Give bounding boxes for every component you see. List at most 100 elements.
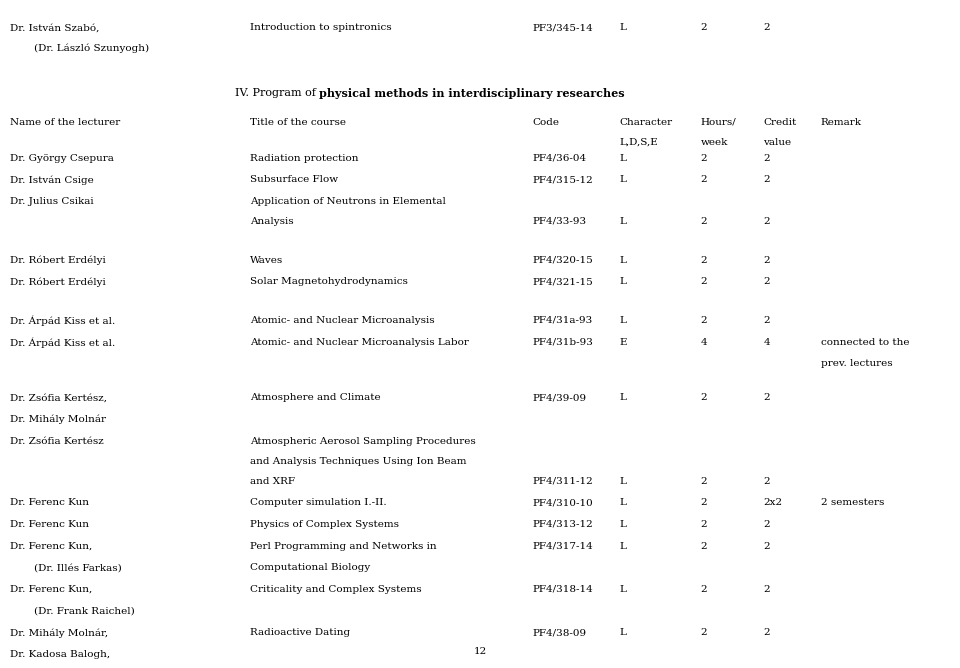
Text: Dr. István Szabó,: Dr. István Szabó, [10,23,99,32]
Text: 2: 2 [701,217,708,226]
Text: 2x2: 2x2 [763,498,782,507]
Text: Subsurface Flow: Subsurface Flow [250,175,338,184]
Text: Dr. Róbert Erdélyi: Dr. Róbert Erdélyi [10,256,106,265]
Text: PF4/39-09: PF4/39-09 [533,393,587,402]
Text: L: L [619,217,626,226]
Text: Hours/: Hours/ [701,118,736,126]
Text: E: E [619,337,627,347]
Text: 2: 2 [701,585,708,594]
Text: L: L [619,175,626,184]
Text: Computer simulation I.-II.: Computer simulation I.-II. [250,498,386,507]
Text: 12: 12 [473,647,487,656]
Text: week: week [701,138,729,146]
Text: 2: 2 [763,542,770,550]
Text: Perl Programming and Networks in: Perl Programming and Networks in [250,542,436,550]
Text: value: value [763,138,791,146]
Text: IV. Program of: IV. Program of [235,88,320,98]
Text: Solar Magnetohydrodynamics: Solar Magnetohydrodynamics [250,277,407,287]
Text: (Dr. László Szunyogh): (Dr. László Szunyogh) [34,43,149,53]
Text: (Dr. Frank Raichel): (Dr. Frank Raichel) [34,607,134,615]
Text: L,D,S,E: L,D,S,E [619,138,658,146]
Text: prev. lectures: prev. lectures [821,359,893,368]
Text: 2: 2 [701,628,708,637]
Text: Waves: Waves [250,256,283,265]
Text: 2: 2 [763,477,770,486]
Text: 2: 2 [701,498,708,507]
Text: 2: 2 [763,520,770,529]
Text: L: L [619,256,626,265]
Text: 4: 4 [701,337,708,347]
Text: Dr. Mihály Molnár: Dr. Mihály Molnár [10,415,106,424]
Text: Dr. Árpád Kiss et al.: Dr. Árpád Kiss et al. [10,316,115,327]
Text: Atmosphere and Climate: Atmosphere and Climate [250,393,380,402]
Text: Atomic- and Nuclear Microanalysis Labor: Atomic- and Nuclear Microanalysis Labor [250,337,468,347]
Text: Dr. Zsófia Kertész,: Dr. Zsófia Kertész, [10,393,107,402]
Text: Title of the course: Title of the course [250,118,346,126]
Text: Computational Biology: Computational Biology [250,563,370,572]
Text: 2: 2 [763,628,770,637]
Text: L: L [619,393,626,402]
Text: 2: 2 [763,277,770,287]
Text: Code: Code [533,118,560,126]
Text: Character: Character [619,118,672,126]
Text: connected to the: connected to the [821,337,909,347]
Text: Dr. Ferenc Kun,: Dr. Ferenc Kun, [10,542,92,550]
Text: 2: 2 [763,393,770,402]
Text: PF4/38-09: PF4/38-09 [533,628,587,637]
Text: 4: 4 [763,337,770,347]
Text: L: L [619,277,626,287]
Text: Dr. Ferenc Kun: Dr. Ferenc Kun [10,520,88,529]
Text: Application of Neutrons in Elemental: Application of Neutrons in Elemental [250,197,445,206]
Text: Physics of Complex Systems: Physics of Complex Systems [250,520,398,529]
Text: Dr. Árpád Kiss et al.: Dr. Árpád Kiss et al. [10,337,115,348]
Text: and Analysis Techniques Using Ion Beam: and Analysis Techniques Using Ion Beam [250,457,467,466]
Text: 2: 2 [763,154,770,162]
Text: PF3/345-14: PF3/345-14 [533,23,593,32]
Text: 2: 2 [763,256,770,265]
Text: PF4/31b-93: PF4/31b-93 [533,337,593,347]
Text: L: L [619,628,626,637]
Text: PF4/318-14: PF4/318-14 [533,585,593,594]
Text: 2: 2 [701,23,708,32]
Text: L: L [619,154,626,162]
Text: PF4/33-93: PF4/33-93 [533,217,587,226]
Text: Dr. Zsófia Kertész: Dr. Zsófia Kertész [10,437,104,446]
Text: Credit: Credit [763,118,797,126]
Text: 2: 2 [701,520,708,529]
Text: Dr. Julius Csikai: Dr. Julius Csikai [10,197,93,206]
Text: Name of the lecturer: Name of the lecturer [10,118,120,126]
Text: (Dr. Illés Farkas): (Dr. Illés Farkas) [34,563,121,572]
Text: PF4/311-12: PF4/311-12 [533,477,593,486]
Text: L: L [619,477,626,486]
Text: 2: 2 [763,23,770,32]
Text: L: L [619,542,626,550]
Text: 2: 2 [701,154,708,162]
Text: Radiation protection: Radiation protection [250,154,358,162]
Text: Dr. György Csepura: Dr. György Csepura [10,154,113,162]
Text: Atomic- and Nuclear Microanalysis: Atomic- and Nuclear Microanalysis [250,316,434,325]
Text: 2 semesters: 2 semesters [821,498,884,507]
Text: L: L [619,585,626,594]
Text: Dr. István Csige: Dr. István Csige [10,175,93,185]
Text: PF4/31a-93: PF4/31a-93 [533,316,593,325]
Text: 2: 2 [763,175,770,184]
Text: 2: 2 [701,175,708,184]
Text: 2: 2 [701,256,708,265]
Text: physical methods in interdisciplinary researches: physical methods in interdisciplinary re… [319,88,624,98]
Text: 2: 2 [701,542,708,550]
Text: L: L [619,316,626,325]
Text: Dr. Róbert Erdélyi: Dr. Róbert Erdélyi [10,277,106,287]
Text: and XRF: and XRF [250,477,295,486]
Text: Dr. Ferenc Kun: Dr. Ferenc Kun [10,498,88,507]
Text: Dr. Ferenc Kun,: Dr. Ferenc Kun, [10,585,92,594]
Text: Remark: Remark [821,118,862,126]
Text: 2: 2 [701,477,708,486]
Text: PF4/36-04: PF4/36-04 [533,154,587,162]
Text: PF4/317-14: PF4/317-14 [533,542,593,550]
Text: 2: 2 [763,217,770,226]
Text: Analysis: Analysis [250,217,293,226]
Text: 2: 2 [701,316,708,325]
Text: L: L [619,23,626,32]
Text: L: L [619,498,626,507]
Text: L: L [619,520,626,529]
